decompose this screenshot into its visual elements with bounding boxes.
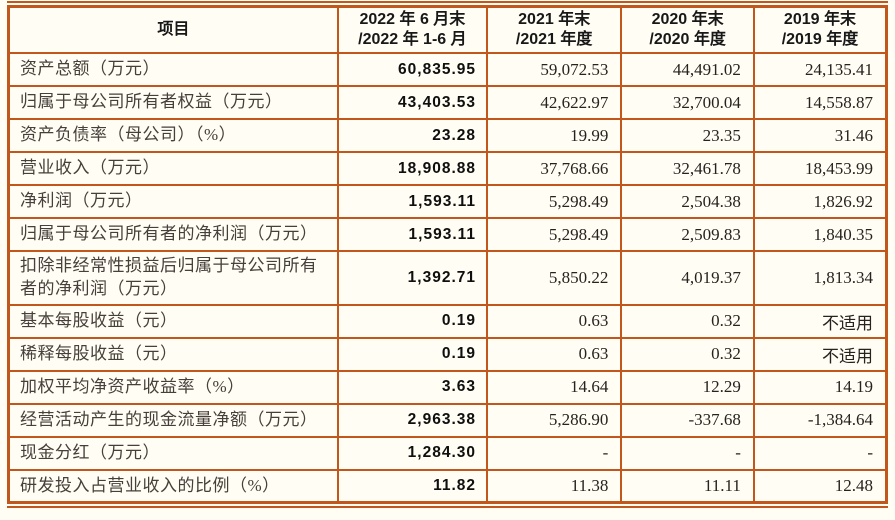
value-2022: 23.28 [336, 118, 489, 153]
value-2020: 44,491.02 [620, 52, 755, 87]
table-row: 资产负债率（母公司）（%） 23.28 19.99 23.35 31.46 [7, 118, 888, 153]
value-2019: 12.48 [752, 468, 888, 504]
value-2019: 14,558.87 [752, 85, 888, 120]
table-row: 营业收入（万元） 18,908.88 37,768.66 32,461.78 1… [7, 151, 888, 186]
value-2019: -1,384.64 [752, 402, 888, 438]
value-2021: 37,768.66 [486, 151, 623, 186]
table-row: 稀释每股收益（元） 0.19 0.63 0.32 不适用 [7, 336, 888, 372]
row-label: 研发投入占营业收入的比例（%） [7, 468, 339, 504]
table-row: 经营活动产生的现金流量净额（万元） 2,963.38 5,286.90 -337… [7, 402, 888, 438]
header-period-2021-line2: /2021 年度 [515, 31, 593, 48]
value-2021: 5,850.22 [486, 250, 623, 306]
value-2021: 14.64 [486, 369, 623, 405]
value-2021: 19.99 [486, 118, 623, 153]
value-2020: -337.68 [620, 402, 755, 438]
table-row: 基本每股收益（元） 0.19 0.63 0.32 不适用 [7, 303, 888, 339]
row-label: 现金分红（万元） [7, 435, 339, 471]
value-2021: 5,286.90 [486, 402, 623, 438]
value-2022: 1,284.30 [336, 435, 489, 471]
value-2022: 0.19 [336, 336, 489, 372]
header-period-2020: 2020 年末 /2020 年度 [620, 5, 755, 54]
row-label: 稀释每股收益（元） [7, 336, 339, 372]
row-label: 扣除非经常性损益后归属于母公司所有者的净利润（万元） [7, 250, 339, 306]
header-period-2022-line1: 2022 年 6 月末 [359, 11, 466, 28]
header-item-label: 项目 [157, 21, 190, 38]
value-2022: 43,403.53 [336, 85, 489, 120]
header-period-2022-line2: /2022 年 1-6 月 [358, 31, 467, 48]
header-period-2019-line2: /2019 年度 [781, 31, 859, 48]
header-period-2019-line1: 2019 年末 [783, 11, 856, 28]
value-2019: 不适用 [752, 303, 888, 339]
header-period-2021: 2021 年末 /2021 年度 [486, 5, 623, 54]
row-label: 加权平均净资产收益率（%） [7, 369, 339, 405]
table-row: 扣除非经常性损益后归属于母公司所有者的净利润（万元） 1,392.71 5,85… [7, 250, 888, 306]
table-row: 加权平均净资产收益率（%） 3.63 14.64 12.29 14.19 [7, 369, 888, 405]
table-row: 资产总额（万元） 60,835.95 59,072.53 44,491.02 2… [7, 52, 888, 87]
value-2019: 1,840.35 [752, 217, 888, 252]
value-2020: 0.32 [620, 303, 755, 339]
value-2021: 0.63 [486, 303, 623, 339]
value-2020: 2,509.83 [620, 217, 755, 252]
value-2022: 60,835.95 [336, 52, 489, 87]
value-2020: 32,700.04 [620, 85, 755, 120]
header-period-2020-line2: /2020 年度 [649, 31, 726, 48]
header-period-2022: 2022 年 6 月末 /2022 年 1-6 月 [336, 5, 489, 54]
table-row: 研发投入占营业收入的比例（%） 11.82 11.38 11.11 12.48 [7, 468, 888, 504]
value-2022: 1,593.11 [336, 217, 489, 252]
value-2019: 18,453.99 [752, 151, 888, 186]
table-row: 净利润（万元） 1,593.11 5,298.49 2,504.38 1,826… [7, 184, 888, 219]
value-2020: 23.35 [620, 118, 755, 153]
value-2020: 4,019.37 [620, 250, 755, 306]
value-2022: 1,593.11 [336, 184, 489, 219]
table-row: 归属于母公司所有者的净利润（万元） 1,593.11 5,298.49 2,50… [7, 217, 888, 252]
header-period-2019: 2019 年末 /2019 年度 [752, 5, 888, 54]
top-double-rule [7, 1, 888, 3]
value-2022: 11.82 [336, 468, 489, 504]
row-label: 归属于母公司所有者的净利润（万元） [7, 217, 339, 252]
value-2019: 24,135.41 [752, 52, 888, 87]
value-2021: 5,298.49 [486, 184, 623, 219]
header-period-2020-line1: 2020 年末 [651, 11, 724, 28]
value-2019: 不适用 [752, 336, 888, 372]
table-row: 现金分红（万元） 1,284.30 - - - [7, 435, 888, 471]
value-2019: 14.19 [752, 369, 888, 405]
financial-summary-table: 项目 2022 年 6 月末 /2022 年 1-6 月 2021 年末 /20… [7, 5, 888, 505]
value-2020: 12.29 [620, 369, 755, 405]
value-2022: 3.63 [336, 369, 489, 405]
bottom-double-rule [7, 506, 888, 509]
row-label: 资产负债率（母公司）（%） [7, 118, 339, 153]
row-label: 资产总额（万元） [7, 52, 339, 87]
value-2019: 1,826.92 [752, 184, 888, 219]
value-2021: - [486, 435, 623, 471]
row-label: 归属于母公司所有者权益（万元） [7, 85, 339, 120]
table-row: 归属于母公司所有者权益（万元） 43,403.53 42,622.97 32,7… [7, 85, 888, 120]
row-label: 营业收入（万元） [7, 151, 339, 186]
row-label: 净利润（万元） [7, 184, 339, 219]
value-2020: 11.11 [620, 468, 755, 504]
value-2019: 31.46 [752, 118, 888, 153]
value-2022: 1,392.71 [336, 250, 489, 306]
value-2021: 11.38 [486, 468, 623, 504]
value-2019: - [752, 435, 888, 471]
header-item-column: 项目 [7, 5, 339, 54]
value-2021: 42,622.97 [486, 85, 623, 120]
header-row: 项目 2022 年 6 月末 /2022 年 1-6 月 2021 年末 /20… [7, 5, 888, 54]
value-2022: 2,963.38 [336, 402, 489, 438]
value-2022: 0.19 [336, 303, 489, 339]
value-2020: 32,461.78 [620, 151, 755, 186]
value-2020: - [620, 435, 755, 471]
value-2021: 59,072.53 [486, 52, 623, 87]
row-label: 基本每股收益（元） [7, 303, 339, 339]
value-2021: 5,298.49 [486, 217, 623, 252]
value-2020: 2,504.38 [620, 184, 755, 219]
value-2020: 0.32 [620, 336, 755, 372]
value-2021: 0.63 [486, 336, 623, 372]
value-2022: 18,908.88 [336, 151, 489, 186]
row-label: 经营活动产生的现金流量净额（万元） [7, 402, 339, 438]
value-2019: 1,813.34 [752, 250, 888, 306]
header-period-2021-line1: 2021 年末 [518, 11, 591, 28]
